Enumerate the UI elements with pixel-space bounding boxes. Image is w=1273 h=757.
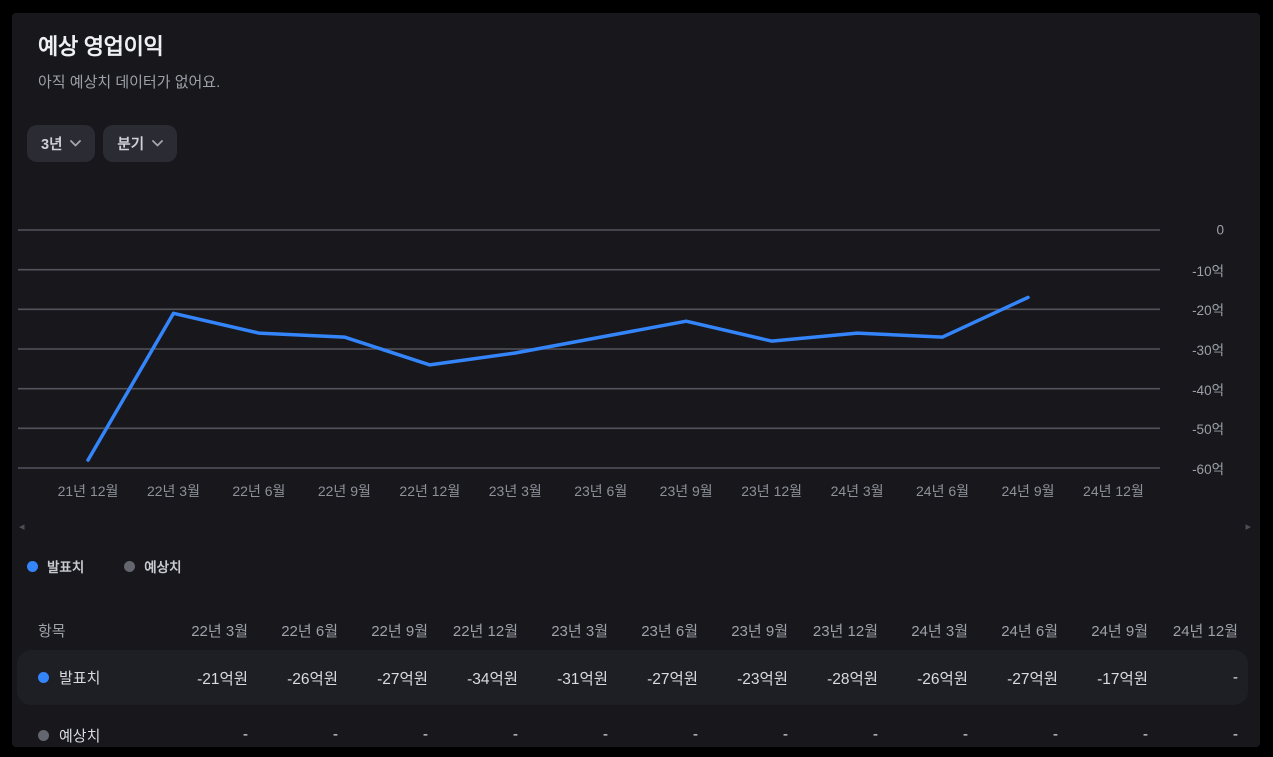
table-value-cell: -27억원: [647, 670, 698, 688]
chart-scroll-right-arrow[interactable]: ▸: [1245, 521, 1251, 533]
table-value-cell: -27억원: [1007, 670, 1058, 688]
period-unit-label: 분기: [117, 137, 145, 153]
table-column-header: 22년 12월: [452, 622, 518, 640]
y-axis-tick-label: -30억: [1192, 343, 1224, 358]
announced-series-line: [86, 295, 1030, 462]
x-axis-tick-label: 24년 12월: [1083, 483, 1144, 499]
y-axis-tick-label: -50억: [1192, 422, 1224, 438]
forecast-operating-profit-card: 예상 영업이익 아직 예상치 데이터가 없어요. 3년 분기 0 -10억 -20억…: [12, 13, 1260, 747]
table-header-row: 항목 22년 3월 22년 6월 22년 9월 22년 12월 23년 3월 23년 6월…: [17, 610, 1248, 650]
x-axis-tick-label: 22년 12월: [399, 483, 461, 499]
x-axis-tick-label: 23년 3월: [488, 483, 542, 499]
table-value-cell: -27억원: [377, 670, 428, 688]
filter-bar: 3년 분기: [27, 125, 178, 162]
quarterly-values-table: 항목 22년 3월 22년 6월 22년 9월 22년 12월 23년 3월 23년 6월…: [17, 610, 1248, 747]
table-column-header: 24년 9월: [1091, 622, 1148, 640]
row-label: 발표치: [59, 670, 101, 687]
x-axis-tick-label: 22년 9월: [317, 483, 371, 499]
chart-legend: 발표치 예상치: [27, 556, 182, 576]
period-range-dropdown[interactable]: 3년: [27, 125, 96, 162]
table-column-header: 23년 6월: [641, 622, 698, 640]
series-dot-icon: [38, 672, 49, 683]
y-axis-tick-label: -10억: [1192, 263, 1224, 279]
row-label-cell: 발표치: [38, 667, 158, 688]
series-dot-icon: [38, 729, 49, 741]
x-axis-tick-label: 23년 9월: [659, 483, 713, 499]
x-axis-tick-label: 24년 3월: [830, 483, 884, 499]
table-value-cell: -: [422, 726, 428, 743]
table-value-cell: -: [602, 726, 608, 743]
table-value-cell: -: [962, 726, 968, 743]
table-value-cell: -: [872, 726, 878, 743]
table-value-cell: -34억원: [467, 670, 518, 688]
x-axis-tick-label: 22년 6월: [232, 483, 286, 499]
table-column-header: 22년 9월: [371, 622, 428, 640]
period-range-label: 3년: [41, 137, 63, 153]
table-value-cell: -: [332, 726, 338, 743]
table-value-cell: -26억원: [287, 670, 338, 688]
x-axis-tick-label: 24년 6월: [916, 483, 970, 499]
table-column-header: 23년 9월: [731, 622, 788, 640]
page-title: 예상 영업이익: [38, 34, 164, 59]
table-column-header: 24년 6월: [1001, 622, 1058, 640]
y-axis-tick-label: -40억: [1192, 382, 1224, 398]
period-unit-dropdown[interactable]: 분기: [103, 125, 178, 162]
x-axis-tick-label: 23년 6월: [574, 483, 628, 499]
legend-dot-icon: [124, 560, 136, 572]
table-column-header: 24년 3월: [911, 622, 968, 640]
table-value-cell: -: [1232, 726, 1238, 743]
no-forecast-message: 아직 예상치 데이터가 없어요.: [38, 74, 221, 91]
table-value-cell: -: [1232, 668, 1238, 686]
table-value-cell: -: [1142, 726, 1148, 743]
table-column-header: 23년 12월: [812, 622, 878, 640]
legend-label: 발표치: [47, 560, 85, 575]
table-value-cell: -: [692, 726, 698, 743]
table-value-cell: -17억원: [1097, 670, 1148, 688]
x-axis-tick-label: 23년 12월: [741, 483, 803, 499]
table-value-cell: -: [1052, 726, 1058, 743]
table-value-cell: -23억원: [737, 670, 788, 688]
table-column-header: 24년 12월: [1172, 622, 1238, 640]
legend-dot-icon: [27, 560, 38, 572]
chevron-down-icon: [70, 140, 82, 147]
chevron-down-icon: [152, 140, 163, 147]
legend-label: 예상치: [144, 560, 182, 575]
item-column-header: 항목: [38, 622, 66, 640]
table-body: 발표치 -21억원 -26억원 -27억원 -34억원 -31억원 -27억원 -23억원 -2…: [17, 650, 1248, 747]
x-axis-tick-label: 22년 3월: [146, 483, 200, 499]
table-column-header: 22년 3월: [191, 622, 248, 640]
table-value-cell: -: [512, 726, 518, 743]
table-row: 예상치 - - - - - - - - - - - -: [17, 711, 1248, 747]
legend-item[interactable]: 발표치: [27, 556, 84, 576]
table-column-header: 22년 6월: [281, 622, 338, 640]
y-axis-tick-label: -60억: [1192, 462, 1224, 477]
table-value-cell: -28억원: [827, 670, 878, 688]
table-value-cell: -26억원: [917, 670, 968, 688]
table-column-header: 23년 3월: [551, 622, 608, 640]
table-value-cell: -31억원: [557, 670, 608, 688]
x-axis-tick-label: 21년 12월: [57, 483, 119, 499]
grid-lines: [18, 229, 1160, 469]
y-axis-tick-label: 0: [1216, 222, 1224, 238]
x-axis-tick-label: 24년 9월: [1001, 483, 1055, 499]
table-value-cell: -21억원: [197, 670, 248, 688]
chart-scroll-left-arrow[interactable]: ◂: [19, 521, 25, 533]
table-value-cell: -: [782, 726, 788, 743]
y-axis-tick-label: -20억: [1192, 303, 1224, 319]
row-label: 예상치: [59, 727, 101, 745]
legend-item[interactable]: 예상치: [124, 556, 182, 576]
row-label-cell: 예상치: [38, 725, 158, 746]
table-row: 발표치 -21억원 -26억원 -27억원 -34억원 -31억원 -27억원 -23억원 -2…: [17, 650, 1248, 705]
table-value-cell: -: [242, 726, 248, 743]
